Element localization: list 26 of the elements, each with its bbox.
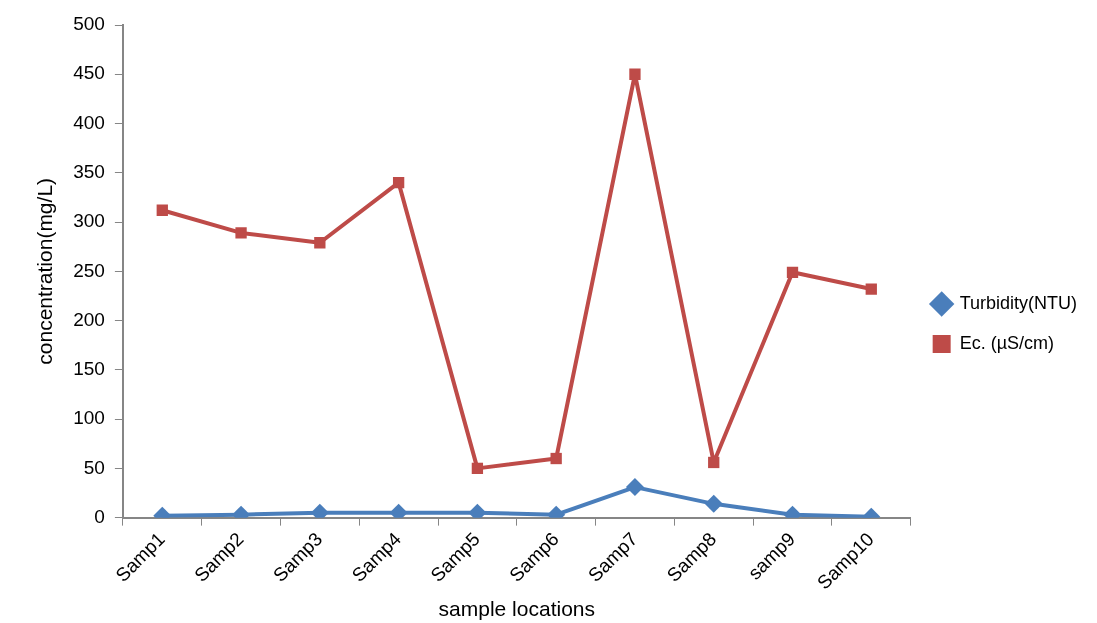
y-axis-title: concentration(mg/L) <box>33 177 57 365</box>
point <box>786 266 799 278</box>
y-tick-label: 400 <box>73 111 105 133</box>
y-tick-label: 350 <box>73 161 105 183</box>
y-tick-label: 250 <box>73 259 105 281</box>
point <box>235 227 247 239</box>
legend-label: Ec. (µS/cm) <box>959 332 1055 353</box>
point <box>704 494 723 513</box>
point <box>865 283 877 295</box>
y-tick-label: 100 <box>73 407 105 429</box>
point <box>471 462 484 475</box>
point <box>708 456 720 469</box>
point <box>629 68 641 80</box>
y-tick-label: 150 <box>73 358 105 380</box>
y-tick-label: 200 <box>73 308 105 330</box>
legend-label: Turbidity(NTU) <box>959 292 1078 313</box>
y-tick-label: 50 <box>83 456 105 478</box>
point <box>156 204 168 216</box>
point <box>314 237 326 249</box>
point <box>550 452 562 465</box>
y-tick-label: 450 <box>73 62 105 84</box>
point <box>392 176 405 189</box>
x-axis-title: sample locations <box>438 597 595 621</box>
y-tick-label: 0 <box>94 505 105 527</box>
y-tick-label: 500 <box>73 13 105 35</box>
y-tick-label: 300 <box>73 210 105 232</box>
